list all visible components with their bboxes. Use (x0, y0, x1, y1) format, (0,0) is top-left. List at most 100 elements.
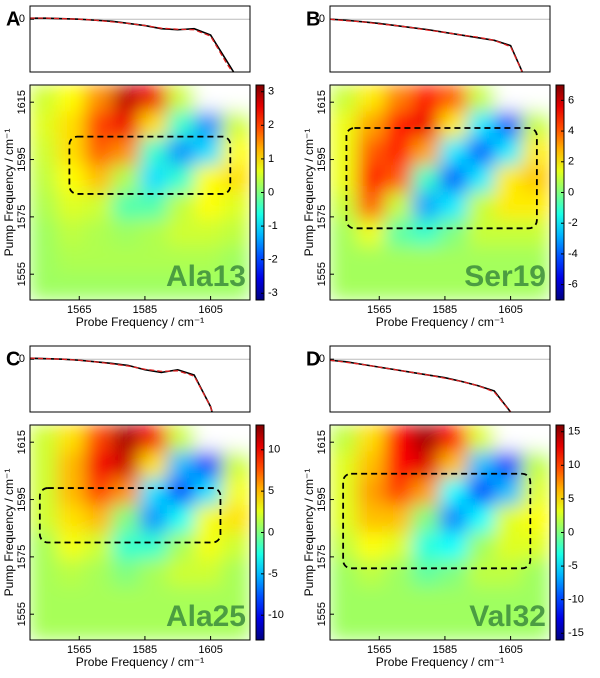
heat-cell (439, 425, 469, 453)
x-axis-label: Probe Frequency / cm⁻¹ (376, 315, 504, 329)
contour-map (330, 85, 550, 300)
heat-cell (167, 612, 196, 640)
x-tick-label: 1565 (367, 304, 391, 316)
heat-cell (439, 192, 469, 220)
colorbar-tick-label: -10 (268, 609, 284, 621)
heat-cell (84, 85, 114, 113)
heat-cell (521, 558, 550, 587)
x-axis-label: Probe Frequency / cm⁻¹ (76, 315, 204, 329)
heat-cell (57, 558, 86, 587)
heat-cell (357, 165, 386, 193)
heat-cell (384, 165, 414, 193)
colorbar-tick-label: 0 (268, 526, 274, 538)
annotation: Ala13 (166, 260, 246, 293)
heat-cell (384, 585, 414, 614)
heat-cell (30, 111, 59, 140)
heat-cell (330, 532, 359, 560)
heat-cell (167, 505, 196, 533)
heat-cell (411, 505, 441, 533)
heat-cell (84, 558, 114, 587)
map-frame (29, 424, 251, 641)
heat-cell (467, 192, 496, 220)
heat-cell (439, 612, 469, 640)
heat-cell (30, 558, 59, 587)
heat-cell (494, 558, 523, 587)
y-tick-label: 1615 (316, 430, 328, 454)
heat-cell (221, 85, 250, 113)
heat-cell (194, 218, 223, 247)
trace-line (30, 17, 234, 72)
heat-cell (84, 612, 114, 640)
heat-cell (411, 532, 441, 560)
heat-cell (194, 612, 223, 640)
x-axis-label: Probe Frequency / cm⁻¹ (76, 655, 204, 669)
heat-cell (194, 245, 223, 274)
heat-cell (139, 478, 169, 507)
region-box (342, 472, 532, 570)
heat-cell (384, 111, 414, 140)
heat-cell (467, 218, 496, 247)
heat-cell (194, 478, 223, 507)
heat-cell (384, 192, 414, 220)
heat-cell (330, 85, 359, 113)
colorbar-tick-label: 2 (568, 156, 574, 168)
region-box (345, 127, 538, 230)
x-tick-label: 1565 (67, 304, 91, 316)
trace-frame (29, 5, 251, 73)
colorbar-tick-label: 10 (268, 444, 280, 456)
heat-cell (467, 451, 496, 480)
heat-cell (111, 585, 141, 614)
colorbar-tick-label: -4 (568, 248, 578, 260)
heat-cell (111, 478, 141, 507)
heat-cell (330, 585, 359, 614)
heat-cell (139, 451, 169, 480)
colorbar-tick-label: 5 (268, 485, 274, 497)
heat-cell (221, 585, 250, 614)
trace-frame (329, 345, 551, 413)
x-axis-label: Probe Frequency / cm⁻¹ (376, 655, 504, 669)
y-tick-label: 1575 (16, 545, 28, 569)
heat-cell (521, 85, 550, 113)
heat-cell (467, 245, 496, 274)
heat-cell (439, 165, 469, 193)
heat-cell (167, 451, 196, 480)
heat-cell (194, 192, 223, 220)
heat-cell (384, 272, 414, 300)
heat-cell (139, 85, 169, 113)
y-tick-label: 1555 (16, 262, 28, 286)
heat-cell (439, 85, 469, 113)
y-tick-label: 1555 (16, 602, 28, 626)
heat-cell (30, 425, 59, 453)
colorbar-tick-label: -5 (568, 560, 578, 572)
heat-cell (111, 85, 141, 113)
heat-cell (357, 85, 386, 113)
colorbar-tick-label: -1 (268, 220, 278, 232)
heat-cell (411, 111, 441, 140)
heat-cell (384, 532, 414, 560)
trace-line (30, 357, 213, 412)
heat-cell (84, 505, 114, 533)
heat-cell (221, 505, 250, 533)
heat-cell (167, 111, 196, 140)
x-tick-label: 1565 (367, 644, 391, 656)
heat-cell (167, 558, 196, 587)
heat-cell (84, 585, 114, 614)
heat-cell (139, 218, 169, 247)
heat-cell (357, 478, 386, 507)
colorbar-tick-label: 1 (268, 153, 274, 165)
heat-cell (384, 478, 414, 507)
y-axis-label: Pump Frequency / cm⁻¹ (302, 469, 316, 597)
colorbar-tick-label: 5 (568, 493, 574, 505)
x-tick-label: 1585 (133, 304, 157, 316)
heat-cell (221, 272, 250, 300)
heat-cell (111, 218, 141, 247)
heat-cell (194, 165, 223, 193)
y-tick-label: 1615 (16, 430, 28, 454)
heat-cell (494, 612, 523, 640)
trace-plot (30, 17, 235, 72)
heat-cell (439, 478, 469, 507)
trace-line (330, 359, 512, 412)
y-tick-label: 1595 (316, 487, 328, 511)
panel-label: D (306, 348, 320, 370)
heat-cell (57, 245, 86, 274)
